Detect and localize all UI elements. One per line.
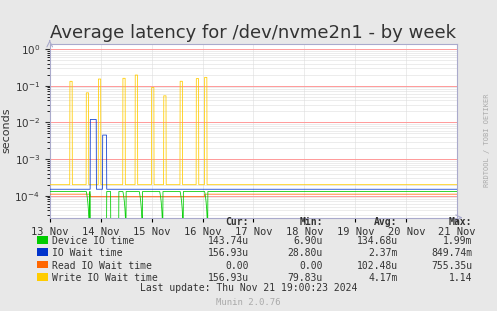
- Text: 849.74m: 849.74m: [431, 248, 472, 258]
- Text: 4.17m: 4.17m: [368, 273, 398, 283]
- Text: 102.48u: 102.48u: [356, 261, 398, 271]
- Text: Max:: Max:: [449, 217, 472, 227]
- Text: Last update: Thu Nov 21 19:00:23 2024: Last update: Thu Nov 21 19:00:23 2024: [140, 283, 357, 293]
- Text: 28.80u: 28.80u: [288, 248, 323, 258]
- Text: 0.00: 0.00: [300, 261, 323, 271]
- Text: Avg:: Avg:: [374, 217, 398, 227]
- Text: Write IO Wait time: Write IO Wait time: [52, 273, 158, 283]
- Text: 1.99m: 1.99m: [443, 236, 472, 246]
- Text: 79.83u: 79.83u: [288, 273, 323, 283]
- Text: Read IO Wait time: Read IO Wait time: [52, 261, 152, 271]
- Text: 0.00: 0.00: [225, 261, 248, 271]
- Text: 156.93u: 156.93u: [207, 248, 248, 258]
- Text: 1.14: 1.14: [449, 273, 472, 283]
- Text: 143.74u: 143.74u: [207, 236, 248, 246]
- Text: 2.37m: 2.37m: [368, 248, 398, 258]
- Text: 134.68u: 134.68u: [356, 236, 398, 246]
- Text: Device IO time: Device IO time: [52, 236, 134, 246]
- Text: Cur:: Cur:: [225, 217, 248, 227]
- Title: Average latency for /dev/nvme2n1 - by week: Average latency for /dev/nvme2n1 - by we…: [51, 24, 456, 42]
- Text: IO Wait time: IO Wait time: [52, 248, 123, 258]
- Text: 6.90u: 6.90u: [294, 236, 323, 246]
- Text: Munin 2.0.76: Munin 2.0.76: [216, 298, 281, 307]
- Text: 755.35u: 755.35u: [431, 261, 472, 271]
- Text: 156.93u: 156.93u: [207, 273, 248, 283]
- Y-axis label: seconds: seconds: [1, 108, 11, 153]
- Text: RRDTOOL / TOBI OETIKER: RRDTOOL / TOBI OETIKER: [484, 93, 490, 187]
- Text: Min:: Min:: [300, 217, 323, 227]
